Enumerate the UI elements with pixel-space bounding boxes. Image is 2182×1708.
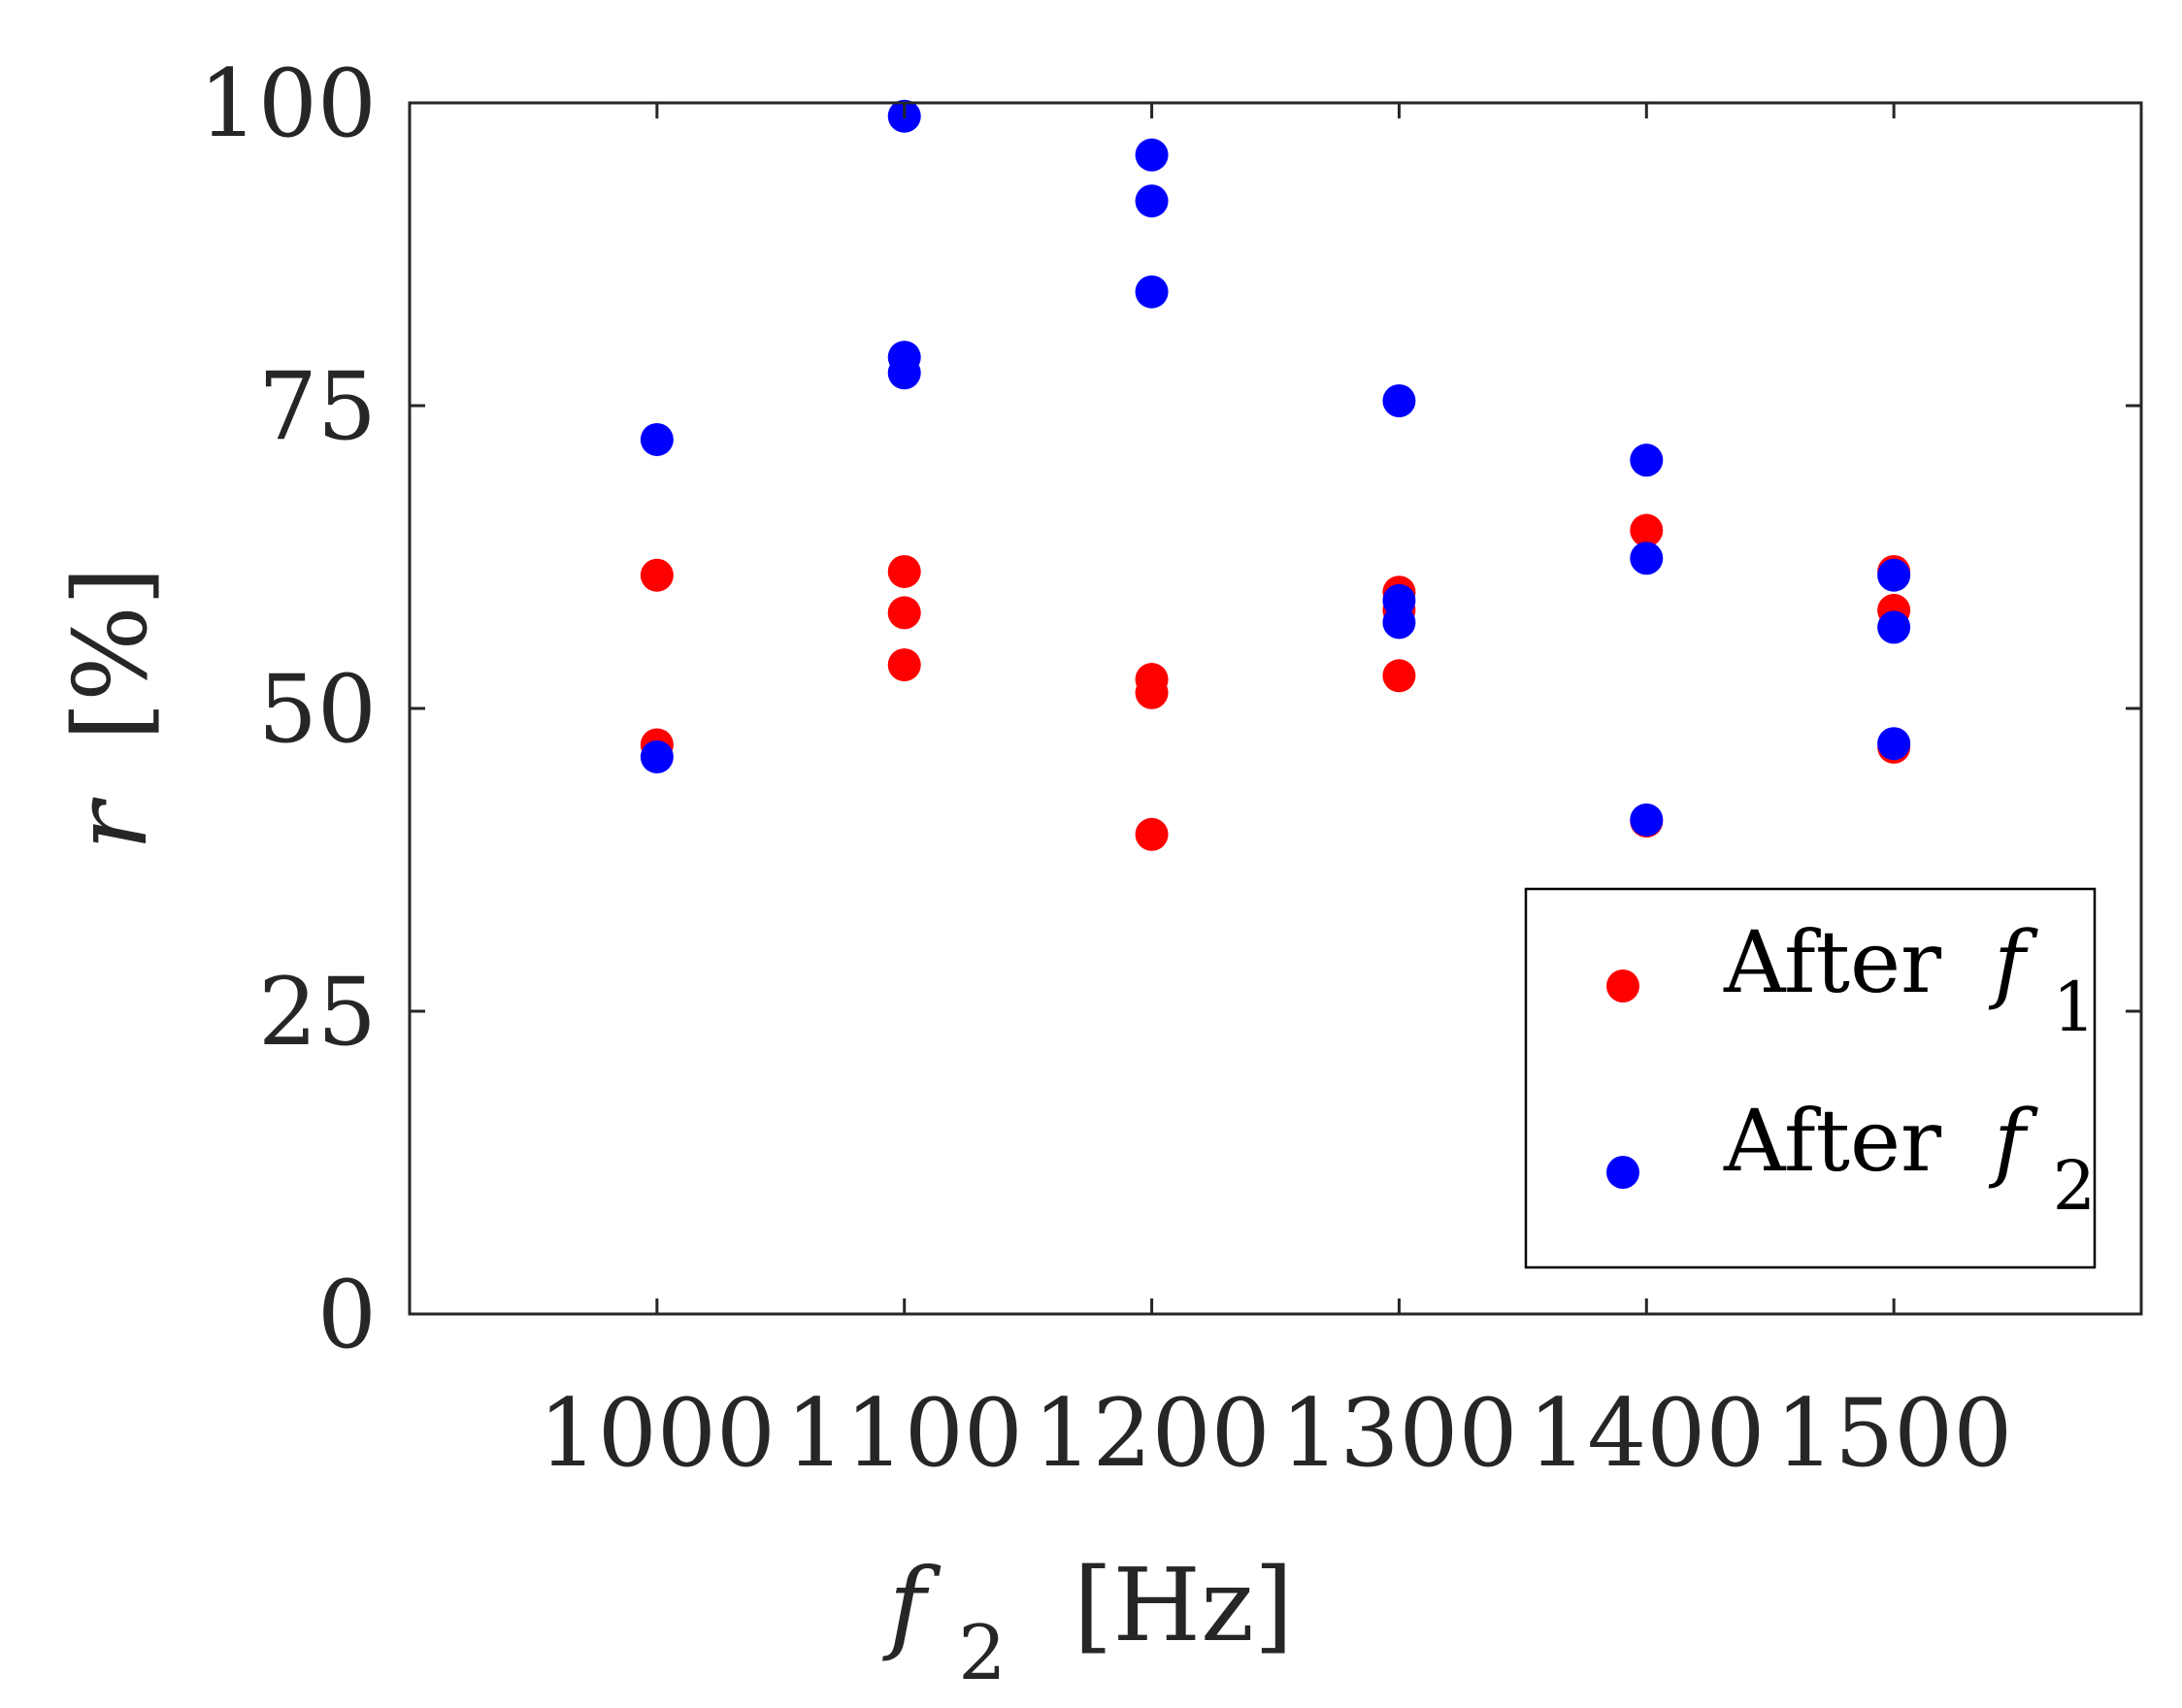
data-point — [887, 356, 921, 390]
legend-label-subscript: 1 — [2053, 968, 2097, 1047]
data-point — [1135, 817, 1169, 851]
x-tick-label: 1300 — [1280, 1379, 1517, 1488]
legend-box — [1524, 887, 2097, 1269]
data-point — [887, 554, 921, 588]
legend-entry-after-f1: After f 1 — [1723, 912, 2096, 1047]
legend-marker-after-f2 — [1606, 1156, 1639, 1189]
data-point — [1630, 443, 1664, 477]
y-axis-label: r [%] — [51, 567, 170, 851]
axis-ticks-layer: 1000 1100 1200 1300 1400 1500 0 25 50 75 100 — [199, 49, 2141, 1488]
x-tick-label: 1500 — [1775, 1379, 2012, 1488]
data-point — [887, 648, 921, 682]
data-point — [1382, 659, 1416, 693]
x-tick-label: 1200 — [1033, 1379, 1270, 1488]
data-point — [640, 558, 674, 592]
legend: After f 1 After f 2 — [1524, 887, 2097, 1269]
legend-label-symbol: f — [1988, 1091, 2038, 1191]
data-point — [1135, 184, 1169, 218]
x-tick-label: 1000 — [539, 1379, 776, 1488]
data-point — [1135, 138, 1169, 172]
data-point — [1382, 384, 1416, 418]
data-point — [1630, 513, 1664, 547]
y-tick-label: 100 — [199, 49, 377, 158]
legend-label-subscript: 2 — [2053, 1146, 2097, 1226]
legend-entry-after-f2: After f 2 — [1723, 1091, 2096, 1226]
x-axis-label: f 2 [Hz] — [882, 1546, 1294, 1703]
legend-label-text: After — [1723, 1091, 1942, 1191]
y-axis-unit: [%] — [51, 567, 170, 741]
legend-label-text: After — [1723, 912, 1942, 1012]
y-tick-label: 25 — [258, 958, 377, 1067]
y-tick-label: 50 — [258, 655, 377, 764]
data-point — [887, 596, 921, 630]
x-axis-symbol: f — [882, 1546, 942, 1664]
data-point — [640, 739, 674, 773]
series-after-f2 — [640, 99, 1911, 837]
series-after-f1 — [640, 513, 1911, 851]
data-point — [640, 422, 674, 456]
data-point — [1630, 803, 1664, 837]
data-point — [1877, 558, 1911, 592]
data-point — [1630, 542, 1664, 575]
legend-marker-after-f1 — [1606, 969, 1639, 1002]
data-point — [1877, 727, 1911, 761]
y-tick-label: 0 — [317, 1261, 377, 1369]
y-axis-symbol: r — [51, 797, 170, 850]
data-point — [1877, 610, 1911, 644]
x-tick-label: 1400 — [1528, 1379, 1765, 1488]
x-axis-subscript: 2 — [958, 1610, 1007, 1697]
data-point — [1135, 675, 1169, 709]
data-points-layer — [640, 99, 1911, 851]
data-point — [1382, 606, 1416, 640]
y-tick-label: 75 — [258, 352, 377, 461]
legend-label-symbol: f — [1988, 912, 2038, 1012]
x-axis-unit: [Hz] — [1074, 1546, 1294, 1664]
x-tick-label: 1100 — [786, 1379, 1023, 1488]
data-point — [1135, 275, 1169, 309]
